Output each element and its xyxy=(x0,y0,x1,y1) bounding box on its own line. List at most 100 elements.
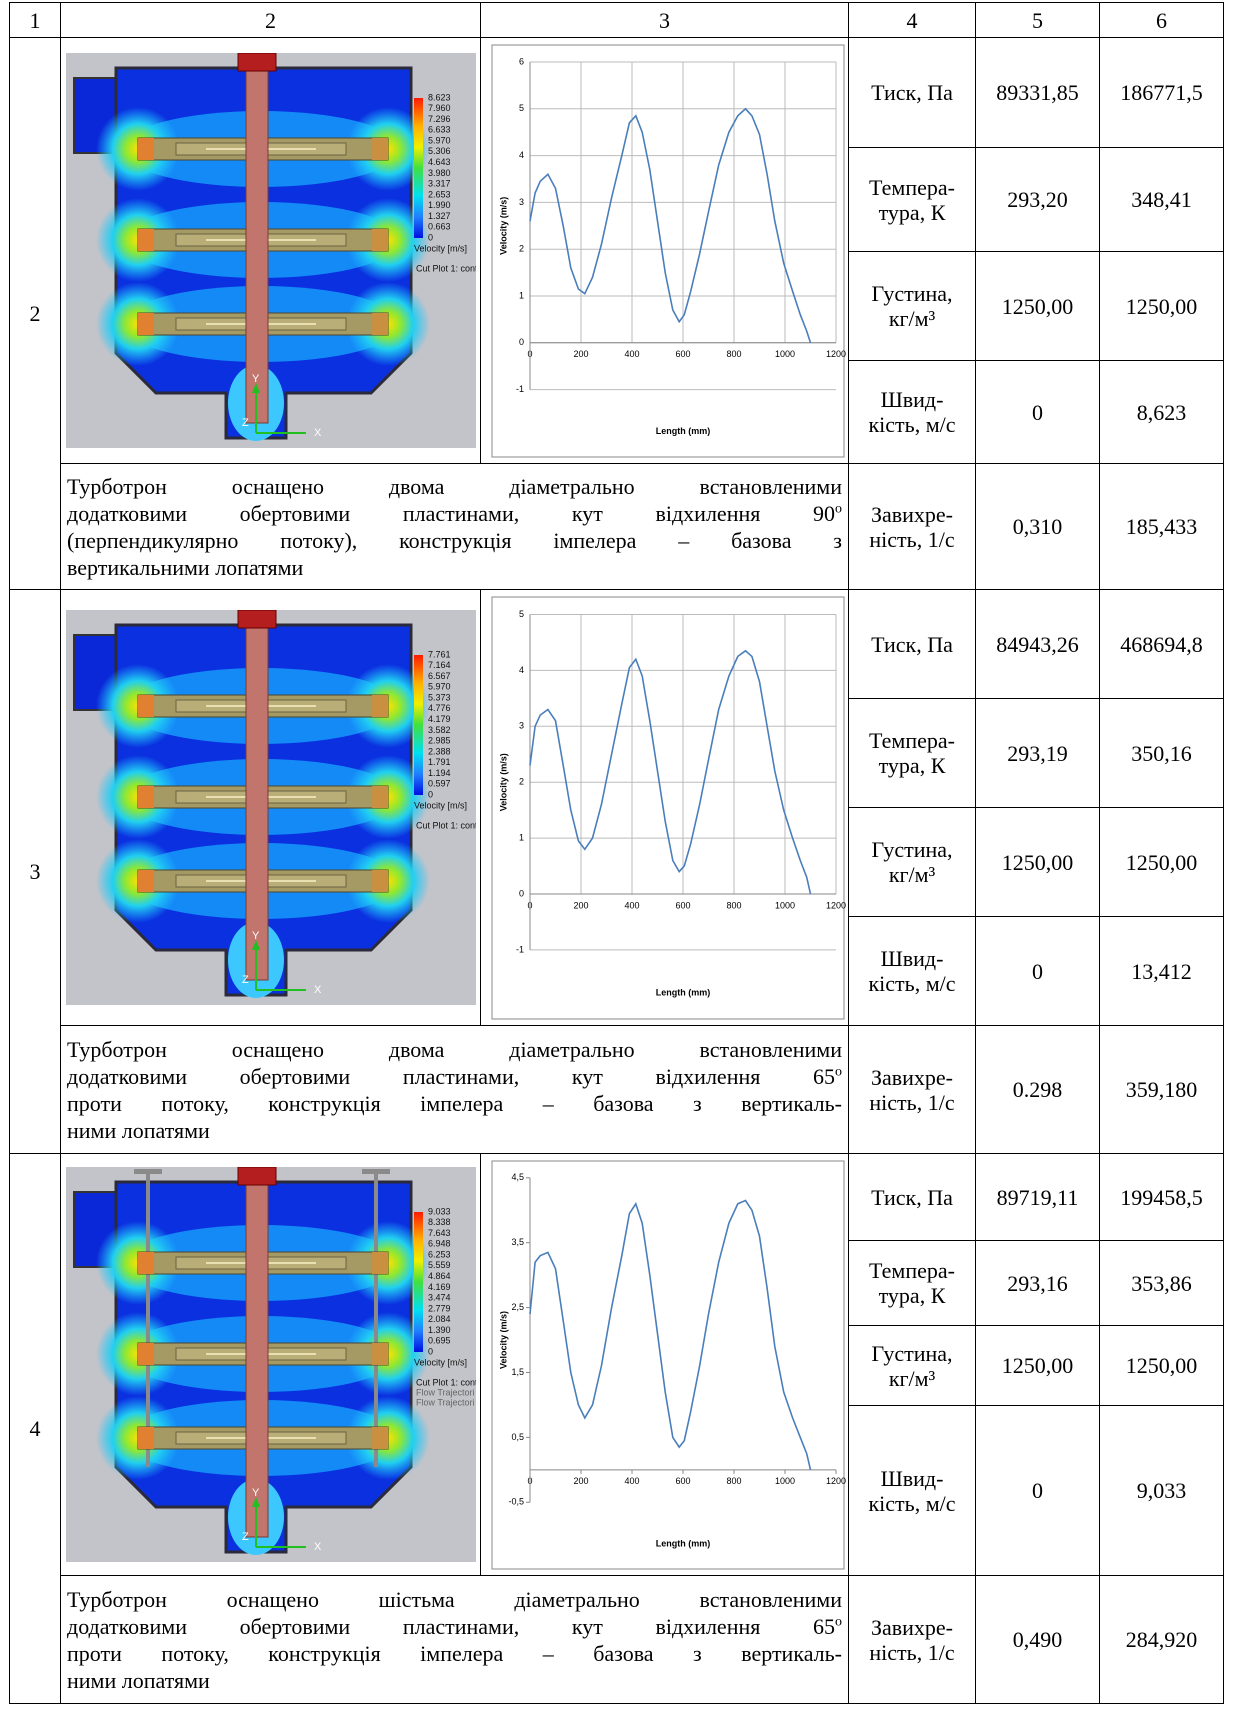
axis-letter: Z xyxy=(242,1531,249,1543)
x-tick-label: 200 xyxy=(573,900,588,910)
x-tick-label: 800 xyxy=(726,900,741,910)
image-shape xyxy=(134,1169,162,1174)
chart-cell: -0,50,51,52,53,54,5020040060080010001200… xyxy=(481,1154,849,1576)
x-tick-label: 1200 xyxy=(825,349,845,359)
description-text: (перпендикулярно потоку), конструкція ім… xyxy=(67,528,842,553)
plot-label: Cut Plot 1: cont xyxy=(416,1377,476,1387)
row-number: 2 xyxy=(10,38,61,590)
image-shape xyxy=(138,1343,154,1365)
param-name-line: кг/м³ xyxy=(889,306,935,331)
row-number: 4 xyxy=(10,1154,61,1704)
param-name-line: кість, м/с xyxy=(868,971,955,996)
image-shape xyxy=(246,624,268,980)
image-shape xyxy=(414,1212,423,1352)
image-shape xyxy=(414,655,423,795)
y-tick-label: 0 xyxy=(518,888,523,898)
group-row: 2YZX8.6237.9607.2966.6335.9705.3064.6433… xyxy=(10,38,1224,148)
x-tick-label: 1000 xyxy=(774,1476,794,1486)
param-name-line: ність, 1/с xyxy=(869,1640,954,1665)
param-min: 0 xyxy=(976,1406,1100,1576)
image-shape xyxy=(138,870,154,892)
legend-value: 0 xyxy=(428,789,433,799)
description-line: Турботрон оснащено двома діаметрально вс… xyxy=(67,1036,842,1063)
x-tick-label: 1200 xyxy=(825,900,845,910)
param-name-line: Швид- xyxy=(881,1466,944,1491)
image-shape xyxy=(372,1252,388,1274)
legend-value: 4.179 xyxy=(428,714,451,724)
param-max: 185,433 xyxy=(1100,464,1224,590)
param-max: 284,920 xyxy=(1100,1576,1224,1704)
legend-value: 5.970 xyxy=(428,682,451,692)
param-min: 84943,26 xyxy=(976,590,1100,699)
param-name-line: Тиск, Па xyxy=(871,80,953,105)
x-tick-label: 400 xyxy=(624,900,639,910)
param-max: 348,41 xyxy=(1100,148,1224,252)
param-name: Швид-кість, м/с xyxy=(849,361,976,464)
image-shape xyxy=(138,1252,154,1274)
param-name: Густина,кг/м³ xyxy=(849,252,976,361)
param-name: Густина,кг/м³ xyxy=(849,808,976,917)
param-name-line: Густина, xyxy=(871,837,952,862)
param-name-line: кість, м/с xyxy=(868,412,955,437)
image-shape xyxy=(138,786,154,808)
description: Турботрон оснащено шістьма діаметрально … xyxy=(61,1576,849,1704)
x-tick-label: 800 xyxy=(726,349,741,359)
param-min: 293,20 xyxy=(976,148,1100,252)
plot-label: Cut Plot 1: conto xyxy=(416,820,476,830)
legend-value: 5.559 xyxy=(428,1260,451,1270)
legend-value: 5.373 xyxy=(428,692,451,702)
legend-value: 7.164 xyxy=(428,660,451,670)
description-text: проти потоку, конструкція імпелера – баз… xyxy=(67,1091,842,1116)
cfd-image: YZX9.0338.3387.6436.9486.2535.5594.8644.… xyxy=(66,1167,476,1562)
description-text: Турботрон оснащено шістьма діаметрально … xyxy=(67,1587,842,1612)
description-line: ними лопатями xyxy=(67,1667,842,1694)
param-name: Тиск, Па xyxy=(849,38,976,148)
param-max: 350,16 xyxy=(1100,699,1224,808)
legend-title: Velocity [m/s] xyxy=(414,243,467,253)
legend-value: 4.864 xyxy=(428,1271,451,1281)
param-name: Швид-кість, м/с xyxy=(849,1406,976,1576)
x-tick-label: 1200 xyxy=(825,1476,845,1486)
y-tick-label: 1,5 xyxy=(511,1366,524,1376)
legend-value: 0.695 xyxy=(428,1336,451,1346)
superscript: o xyxy=(835,501,842,516)
y-tick-label: 4,5 xyxy=(511,1172,524,1182)
y-tick-label: 4 xyxy=(518,149,523,159)
group-row: Турботрон оснащено шістьма діаметрально … xyxy=(10,1576,1224,1704)
legend-value: 7.761 xyxy=(428,649,451,659)
legend-value: 7.643 xyxy=(428,1228,451,1238)
param-name-line: тура, К xyxy=(879,200,946,225)
chart-frame xyxy=(492,1161,844,1569)
plot-label: Flow Trajectori xyxy=(416,1387,475,1397)
header-cell: 5 xyxy=(976,3,1100,38)
param-name-line: Густина, xyxy=(871,1341,952,1366)
y-tick-label: 1 xyxy=(518,290,523,300)
x-tick-label: 200 xyxy=(573,1476,588,1486)
legend-value: 0 xyxy=(428,232,433,242)
axis-letter: X xyxy=(314,984,322,996)
plot-label: Cut Plot 1: conto xyxy=(416,263,476,273)
image-shape xyxy=(372,138,388,160)
legend-value: 1.990 xyxy=(428,200,451,210)
legend-value: 0 xyxy=(428,1346,433,1356)
param-name-line: Швид- xyxy=(881,946,944,971)
velocity-chart: -0,50,51,52,53,54,5020040060080010001200… xyxy=(484,1157,846,1573)
image-shape xyxy=(238,1167,276,1185)
image-shape xyxy=(372,870,388,892)
x-tick-label: 1000 xyxy=(774,349,794,359)
image-shape xyxy=(238,610,276,628)
legend-title: Velocity [m/s] xyxy=(414,800,467,810)
param-name: Завихре-ність, 1/с xyxy=(849,1576,976,1704)
y-tick-label: 5 xyxy=(518,103,523,113)
image-shape xyxy=(138,695,154,717)
superscript: o xyxy=(835,1064,842,1079)
legend-value: 0.597 xyxy=(428,779,451,789)
group-row: Турботрон оснащено двома діаметрально вс… xyxy=(10,464,1224,590)
param-name-line: кг/м³ xyxy=(889,1366,935,1391)
param-name-line: Темпера- xyxy=(869,175,955,200)
y-axis-label: Velocity (m/s) xyxy=(498,753,508,811)
legend-value: 1.791 xyxy=(428,757,451,767)
legend-value: 4.776 xyxy=(428,703,451,713)
